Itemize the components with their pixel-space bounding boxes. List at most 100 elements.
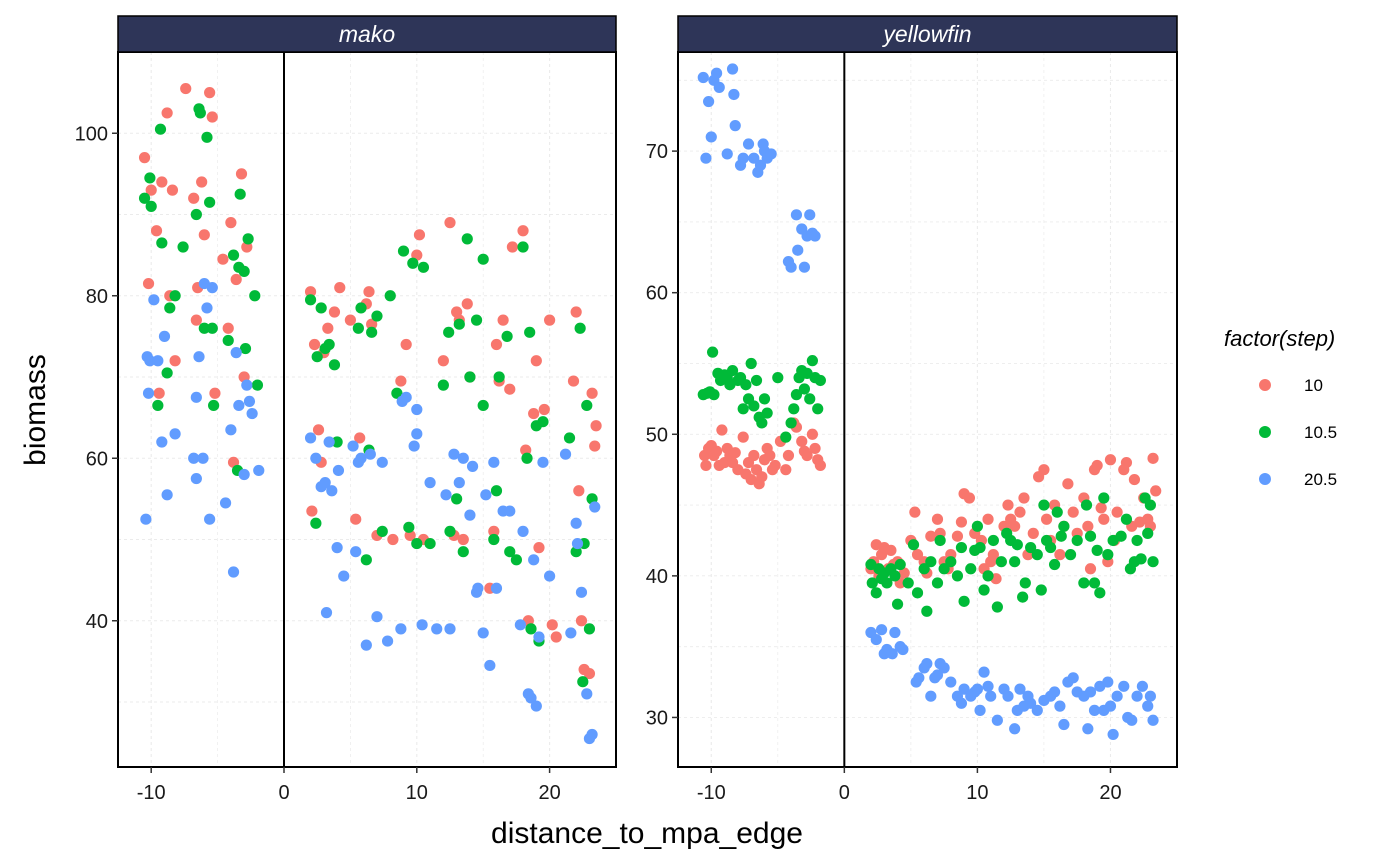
data-point: [222, 334, 234, 347]
data-point: [951, 530, 964, 542]
data-point: [209, 387, 221, 399]
data-point: [154, 123, 167, 135]
data-point: [1136, 680, 1149, 692]
data-point: [323, 338, 335, 351]
data-point: [1038, 499, 1050, 511]
data-point: [233, 399, 245, 412]
data-point: [1044, 541, 1057, 554]
data-point: [161, 489, 173, 501]
data-point: [387, 533, 399, 546]
data-point: [1011, 539, 1023, 551]
data-point: [889, 570, 901, 582]
data-point: [144, 172, 156, 184]
data-point: [1147, 714, 1159, 726]
data-point: [477, 627, 489, 639]
data-point: [395, 375, 407, 387]
data-point: [364, 448, 376, 460]
data-point: [411, 403, 423, 416]
data-point: [1118, 680, 1130, 692]
data-point: [530, 355, 542, 367]
data-point: [326, 485, 338, 497]
data-point: [528, 554, 540, 566]
data-point: [537, 456, 549, 468]
data-point: [866, 577, 878, 589]
data-point: [488, 525, 500, 537]
data-point: [354, 432, 366, 444]
data-point: [225, 217, 237, 229]
data-point: [234, 188, 246, 200]
data-point: [938, 563, 950, 575]
data-point: [1084, 563, 1097, 575]
data-point: [528, 407, 540, 420]
data-point: [1142, 527, 1154, 539]
data-point: [911, 587, 924, 599]
data-point: [804, 393, 816, 405]
data-point: [376, 525, 388, 537]
data-point: [190, 391, 202, 403]
data-point: [907, 539, 920, 551]
data-point: [1120, 456, 1133, 469]
data-point: [444, 623, 456, 635]
facet-strip-label: yellowfin: [881, 21, 971, 47]
data-point: [758, 393, 771, 405]
data-point: [1088, 577, 1101, 589]
data-point: [311, 351, 323, 363]
data-point: [506, 241, 519, 253]
data-point: [431, 623, 443, 635]
data-point: [897, 643, 909, 656]
data-point: [366, 318, 378, 330]
data-point: [355, 452, 367, 464]
data-point: [222, 322, 234, 334]
data-point: [1126, 714, 1138, 726]
data-point: [315, 302, 327, 314]
data-point: [208, 399, 220, 412]
data-point: [754, 159, 767, 171]
data-point: [1014, 506, 1026, 518]
data-point: [464, 371, 476, 383]
data-point: [756, 417, 768, 429]
data-point: [142, 277, 155, 290]
y-tick-label: 70: [646, 141, 668, 163]
data-point: [1144, 690, 1156, 702]
y-tick-label: 60: [86, 448, 108, 470]
data-point: [525, 623, 537, 635]
data-point: [1084, 530, 1097, 542]
data-point: [480, 489, 492, 501]
data-point: [148, 294, 160, 306]
data-point: [144, 355, 156, 367]
data-point: [201, 131, 213, 143]
y-tick-label: 100: [75, 123, 108, 145]
data-point: [138, 152, 151, 164]
data-point: [1098, 492, 1110, 504]
data-point: [371, 310, 383, 322]
y-tick-label: 40: [646, 566, 668, 588]
data-point: [145, 200, 157, 212]
data-point: [546, 619, 558, 631]
data-point: [1111, 506, 1123, 518]
data-point: [198, 229, 210, 241]
data-point: [586, 387, 598, 399]
data-point: [363, 286, 375, 298]
data-point: [978, 584, 990, 596]
x-tick-label: 0: [839, 782, 850, 804]
data-point: [1102, 676, 1114, 688]
data-point: [366, 326, 378, 338]
data-point: [938, 662, 950, 674]
data-point: [955, 541, 968, 554]
data-point: [987, 549, 999, 561]
data-point: [955, 516, 968, 528]
data-point: [464, 509, 476, 521]
data-point: [1031, 704, 1043, 716]
data-point: [156, 436, 168, 448]
data-point: [586, 728, 598, 741]
data-point: [466, 460, 479, 472]
data-point: [328, 306, 341, 318]
data-point: [971, 520, 984, 532]
data-point: [710, 67, 723, 79]
data-point: [158, 330, 171, 342]
data-point: [407, 257, 419, 269]
data-point: [156, 176, 168, 188]
data-point: [1120, 513, 1133, 525]
data-point: [400, 391, 412, 403]
data-point: [227, 249, 240, 261]
